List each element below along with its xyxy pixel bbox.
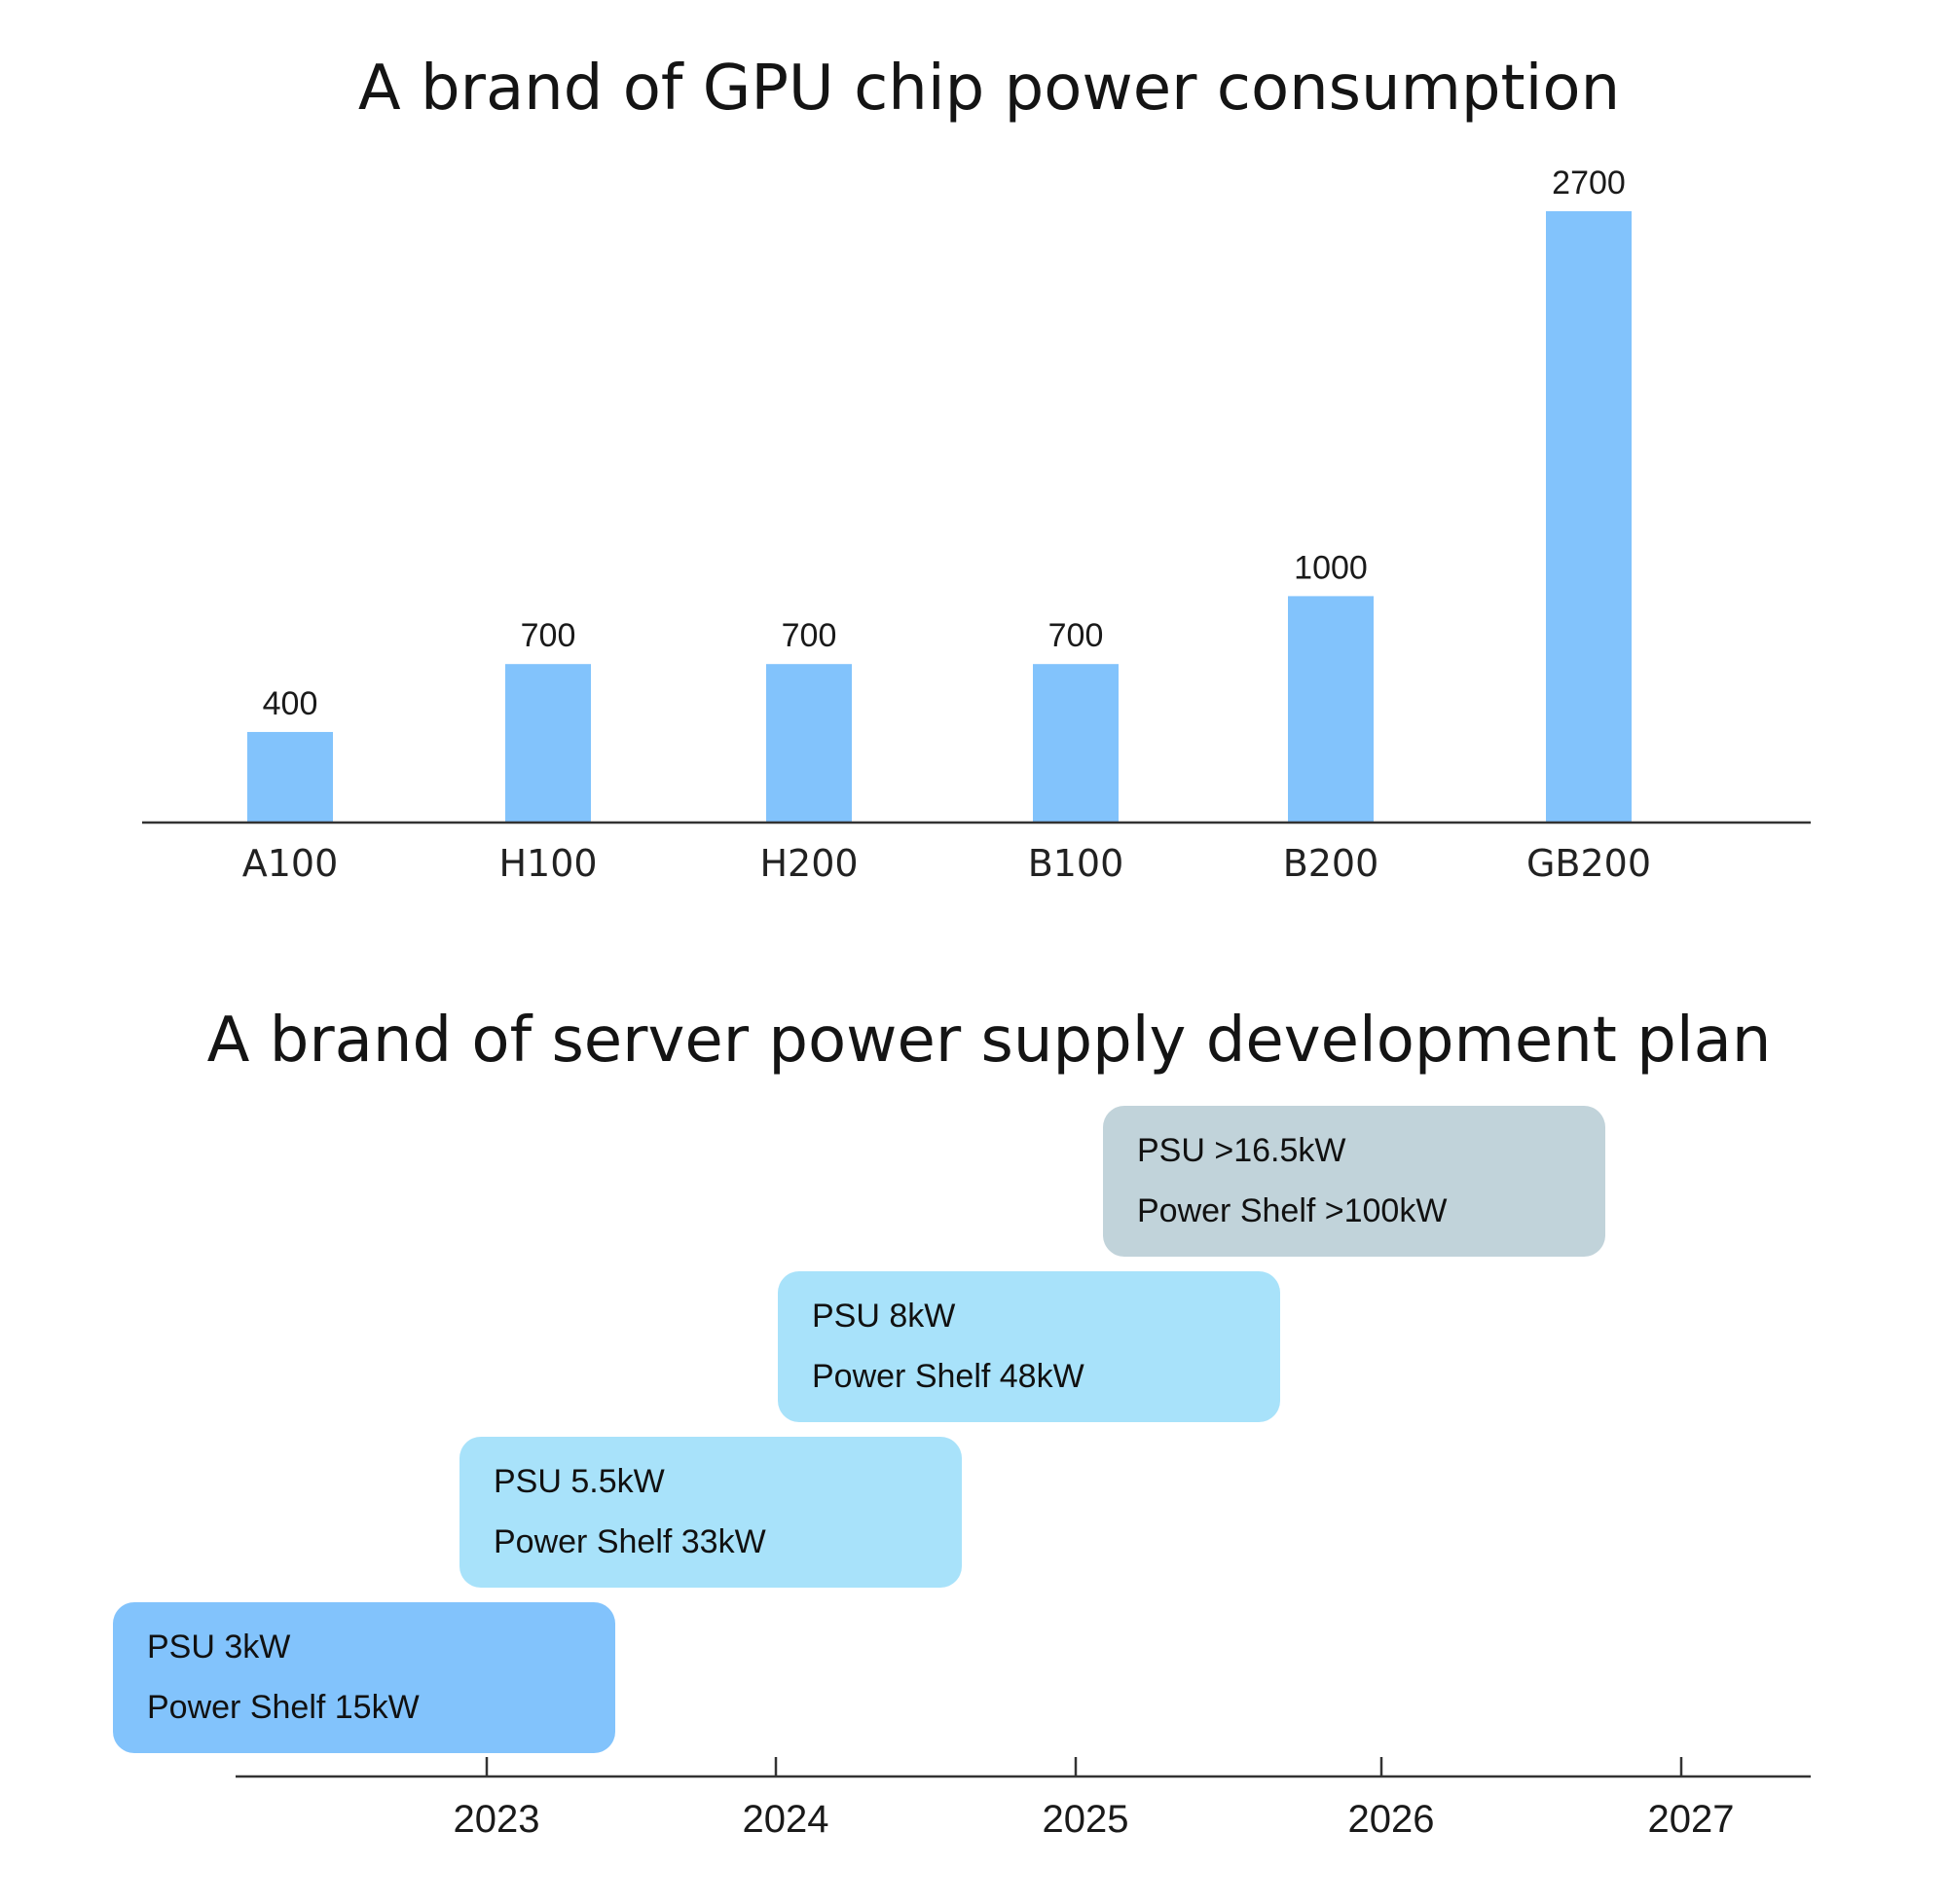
milestone-psu: PSU 5.5kW [494,1463,665,1500]
year-label: 2024 [743,1798,829,1841]
milestone-bg [778,1271,1280,1422]
bar-h100 [505,664,591,823]
milestone-bg [113,1602,615,1753]
milestone-box: PSU >16.5kW Power Shelf >100kW [1103,1106,1605,1257]
year-label: 2026 [1348,1798,1435,1841]
category-label: A100 [242,842,339,885]
gpu-chart-title: A brand of GPU chip power consumption [358,53,1620,125]
gpu-power-chart: A brand of GPU chip power consumption 40… [142,53,1811,885]
gpu-bars: 400 A100 700 H100 700 H200 700 B100 1000 B200 2700… [242,165,1651,885]
milestone-psu: PSU >16.5kW [1137,1132,1345,1169]
milestone-shelf: Power Shelf 33kW [494,1523,766,1560]
year-label: 2027 [1648,1798,1735,1841]
bar-value-label: 400 [263,685,318,722]
milestone-shelf: Power Shelf 15kW [147,1689,420,1726]
psu-milestones: PSU 3kW Power Shelf 15kW PSU 5.5kW Power Sh… [113,1106,1605,1753]
milestone-bg [1103,1106,1605,1257]
timeline-ticks: 2023 2024 2025 2026 2027 [454,1757,1735,1841]
milestone-box: PSU 8kW Power Shelf 48kW [778,1271,1280,1422]
category-label: H200 [759,842,858,885]
bar-value-label: 1000 [1294,549,1368,586]
psu-chart-title: A brand of server power supply developme… [207,1005,1772,1077]
bar-gb200 [1546,211,1632,823]
bar-a100 [247,731,333,823]
milestone-psu: PSU 8kW [812,1298,955,1335]
year-label: 2025 [1043,1798,1129,1841]
category-label: B100 [1028,842,1124,885]
bar-b200 [1288,596,1374,823]
milestone-box: PSU 5.5kW Power Shelf 33kW [459,1437,962,1588]
bar-value-label: 700 [782,617,837,654]
milestone-box: PSU 3kW Power Shelf 15kW [113,1602,615,1753]
bar-b100 [1033,664,1119,823]
milestone-psu: PSU 3kW [147,1629,290,1666]
bar-value-label: 2700 [1552,165,1626,201]
bar-h200 [766,664,852,823]
category-label: B200 [1283,842,1379,885]
category-label: GB200 [1526,842,1651,885]
milestone-bg [459,1437,962,1588]
psu-plan-chart: A brand of server power supply developme… [113,1005,1811,1841]
milestone-shelf: Power Shelf 48kW [812,1358,1084,1395]
milestone-shelf: Power Shelf >100kW [1137,1192,1447,1229]
bar-value-label: 700 [521,617,576,654]
bar-value-label: 700 [1048,617,1104,654]
year-label: 2023 [454,1798,540,1841]
category-label: H100 [498,842,597,885]
